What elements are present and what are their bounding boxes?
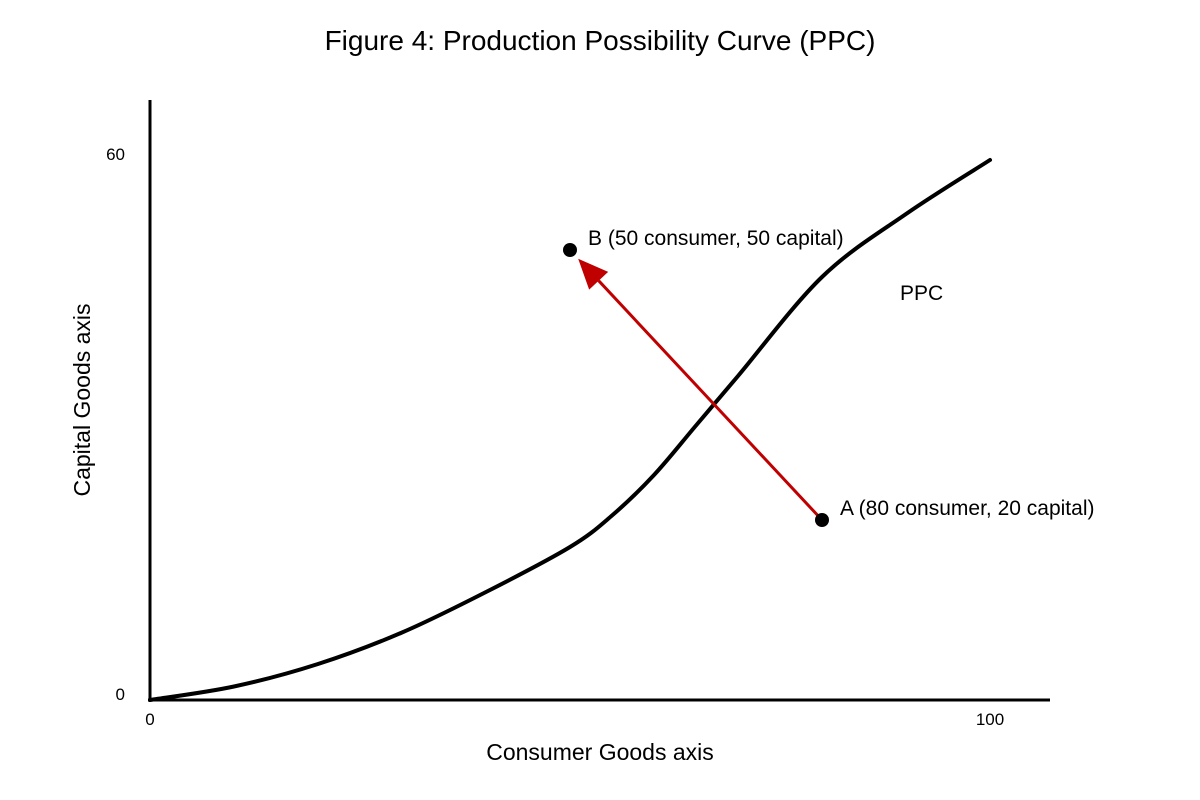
x-axis-label: Consumer Goods axis	[486, 739, 714, 765]
x-tick-label-min: 0	[145, 710, 154, 729]
ppc-curve-label: PPC	[900, 282, 943, 305]
x-tick-label-max: 100	[976, 710, 1004, 729]
point-a-label: A (80 consumer, 20 capital)	[840, 497, 1094, 520]
y-tick-label-max: 60	[106, 145, 125, 164]
point-a-marker	[815, 513, 829, 527]
y-tick-label-min: 0	[116, 685, 125, 704]
arrowhead-icon	[578, 258, 609, 290]
movement-arrow	[597, 279, 824, 522]
chart-title: Figure 4: Production Possibility Curve (…	[325, 25, 876, 56]
y-axis-label: Capital Goods axis	[69, 303, 95, 496]
point-b-marker	[563, 243, 577, 257]
point-b-label: B (50 consumer, 50 capital)	[588, 227, 844, 250]
ppc-curve	[148, 158, 992, 702]
